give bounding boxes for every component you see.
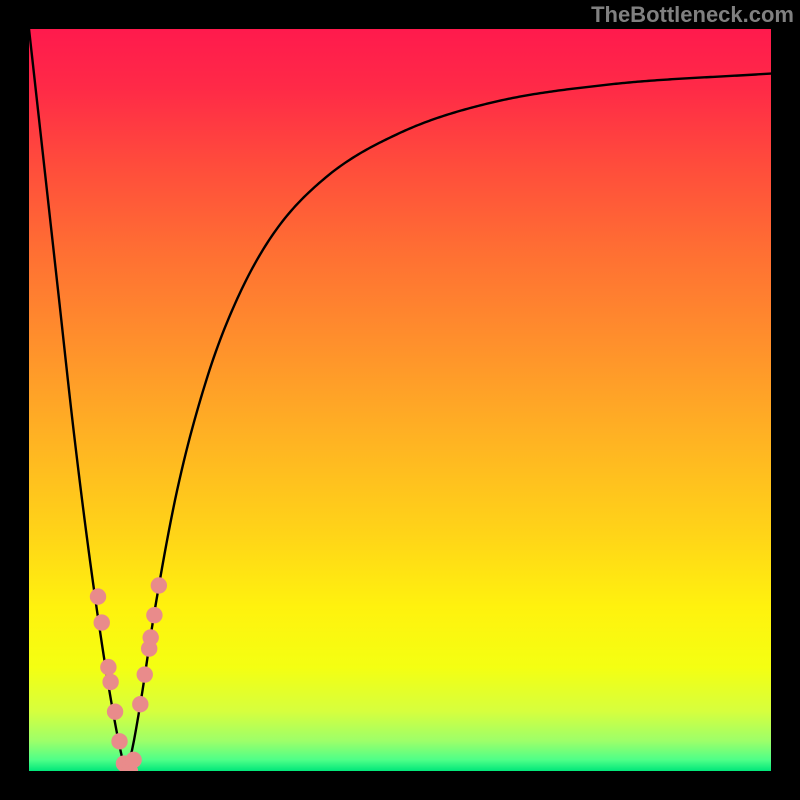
data-marker <box>137 666 153 682</box>
chart-root: TheBottleneck.com <box>0 0 800 800</box>
data-marker <box>125 752 141 768</box>
data-marker <box>94 614 110 630</box>
plot-area <box>29 29 771 771</box>
data-marker <box>102 674 118 690</box>
chart-background <box>29 29 771 771</box>
watermark-text: TheBottleneck.com <box>591 2 794 28</box>
chart-svg <box>29 29 771 771</box>
data-marker <box>151 577 167 593</box>
data-marker <box>146 607 162 623</box>
data-marker <box>107 703 123 719</box>
data-marker <box>132 696 148 712</box>
data-marker <box>142 629 158 645</box>
data-marker <box>90 588 106 604</box>
data-marker <box>100 659 116 675</box>
data-marker <box>111 733 127 749</box>
